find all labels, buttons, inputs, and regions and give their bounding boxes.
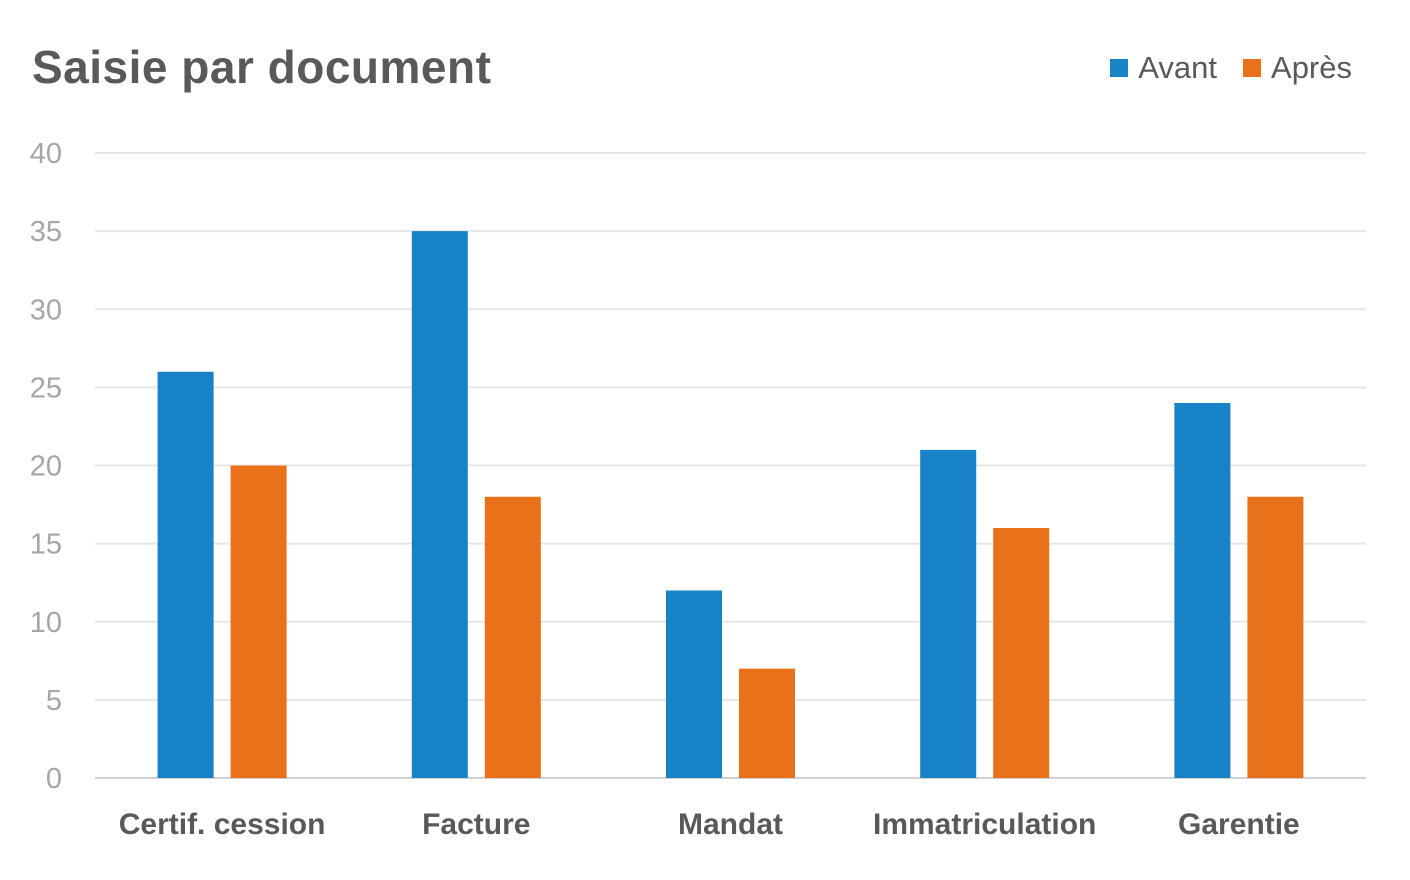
x-tick-label: Garentie xyxy=(1178,808,1300,841)
y-tick-label: 40 xyxy=(30,138,62,170)
bar-avant xyxy=(157,371,214,778)
bar-avant xyxy=(411,231,468,778)
legend-swatch-avant xyxy=(1110,59,1129,77)
y-tick-label: 10 xyxy=(30,607,62,639)
y-tick-label: 15 xyxy=(30,529,62,561)
x-tick-label: Mandat xyxy=(678,808,783,841)
x-tick-label: Facture xyxy=(422,808,530,841)
bar-apres xyxy=(739,668,795,778)
legend-item-avant: Avant xyxy=(1110,50,1217,86)
legend: Avant Après xyxy=(1110,50,1352,86)
bar-avant xyxy=(1174,403,1231,778)
x-tick-label: Immatriculation xyxy=(873,808,1096,841)
bar-avant xyxy=(920,449,977,778)
chart-title: Saisie par document xyxy=(32,41,492,93)
bar-avant xyxy=(666,590,722,778)
legend-label-apres: Après xyxy=(1271,50,1352,85)
bar-apres xyxy=(230,465,287,778)
y-tick-label: 0 xyxy=(46,763,62,795)
y-tick-label: 25 xyxy=(30,372,62,404)
y-tick-label: 35 xyxy=(30,216,62,248)
legend-label-avant: Avant xyxy=(1138,50,1218,85)
x-tick-label: Certif. cession xyxy=(119,808,326,841)
legend-swatch-apres xyxy=(1243,59,1262,77)
y-tick-label: 30 xyxy=(30,294,62,326)
y-tick-label: 20 xyxy=(30,451,62,483)
bar-apres xyxy=(484,496,541,778)
y-tick-label: 5 xyxy=(46,685,62,717)
bar-apres xyxy=(993,528,1050,778)
bar-apres xyxy=(1247,496,1304,778)
legend-item-apres: Après xyxy=(1243,50,1352,86)
